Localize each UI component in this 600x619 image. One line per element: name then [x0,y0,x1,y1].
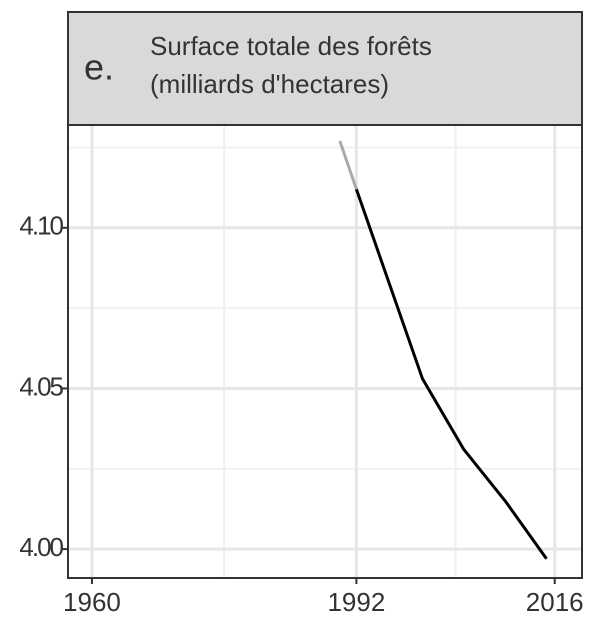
panel-border [67,11,583,579]
x-tick-label: 2016 [526,587,584,617]
panel-label: e. [84,47,114,88]
y-tick-label: 4.05 [19,371,63,401]
chart-title: (milliards d'hectares) [150,69,389,99]
y-tick-label: 4.10 [19,211,63,241]
x-tick-label: 1960 [63,587,121,617]
line-series [338,140,358,190]
chart-title: Surface totale des forêts [150,31,432,61]
y-tick-label: 4.00 [19,532,63,562]
x-tick-label: 1992 [327,587,385,617]
panel-header [68,12,582,125]
line-series [354,188,548,560]
